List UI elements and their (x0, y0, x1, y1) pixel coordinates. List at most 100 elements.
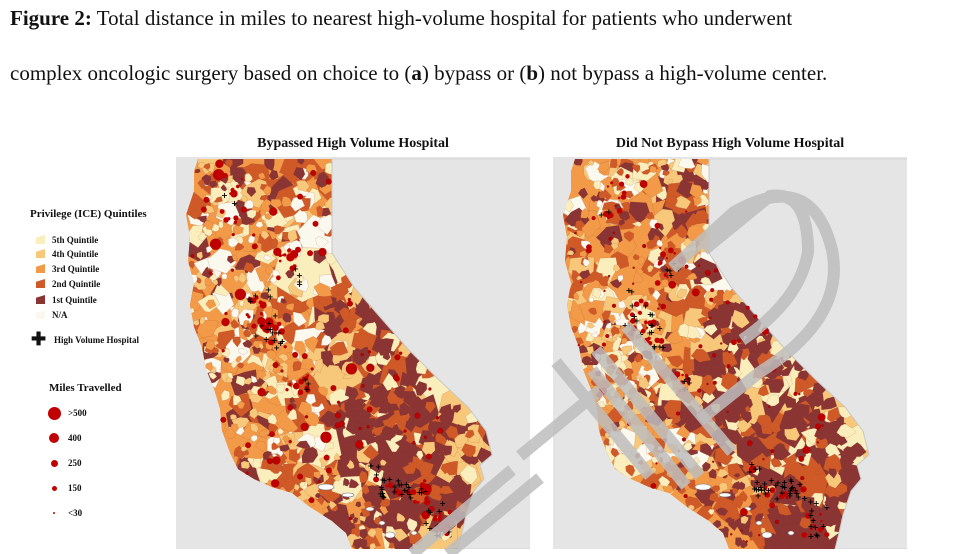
zip-region (205, 299, 217, 310)
zip-region (327, 404, 341, 414)
distance-marker (230, 268, 235, 272)
distance-marker (812, 524, 816, 528)
distance-marker (606, 185, 610, 188)
zip-region (657, 445, 663, 452)
distance-marker (788, 355, 792, 358)
zip-region (231, 254, 239, 262)
zip-region (610, 242, 619, 251)
distance-marker (614, 204, 617, 208)
zip-region (235, 426, 245, 436)
zip-region (231, 308, 240, 318)
distance-marker (620, 194, 627, 200)
zip-region (282, 312, 292, 323)
zip-region (573, 292, 579, 301)
zip-region (394, 454, 409, 469)
hospital-plus-icon: + (810, 516, 817, 525)
zip-region (835, 436, 848, 446)
distance-marker (654, 280, 661, 286)
zip-region (715, 507, 729, 516)
distance-marker (361, 384, 365, 388)
distance-marker (619, 181, 625, 187)
zip-region (578, 269, 591, 280)
distance-marker (274, 331, 277, 335)
distance-marker (662, 438, 668, 443)
distance-marker (610, 181, 614, 185)
hospital-plus-icon: + (808, 522, 815, 531)
hospital-plus-icon: + (808, 506, 815, 515)
distance-marker (290, 250, 299, 259)
distance-marker (288, 439, 292, 444)
distance-marker (254, 295, 259, 300)
zip-region (375, 338, 395, 356)
zip-region (406, 441, 417, 454)
zip-region (329, 341, 349, 356)
zip-region (313, 471, 322, 479)
distance-marker (728, 350, 731, 354)
zip-region (590, 194, 598, 203)
hospital-plus-icon: + (628, 288, 635, 297)
legend-swatch (36, 264, 45, 273)
distance-marker (801, 532, 808, 538)
zip-region (263, 185, 272, 196)
distance-marker (681, 437, 687, 442)
zip-region (277, 427, 285, 435)
hospital-plus-icon: + (392, 482, 399, 491)
distance-marker (709, 316, 712, 320)
zip-region (573, 159, 583, 166)
zip-region (399, 402, 410, 416)
distance-marker (824, 532, 830, 538)
distance-marker (272, 324, 279, 331)
hospital-plus-icon: + (380, 493, 387, 502)
zip-region (348, 478, 360, 489)
distance-marker (416, 501, 420, 504)
distance-marker (269, 431, 275, 438)
zip-region (224, 159, 233, 168)
zip-region (848, 442, 867, 457)
zip-region (267, 413, 278, 425)
zip-region (747, 530, 753, 538)
distance-marker (423, 479, 427, 483)
distance-marker (209, 238, 222, 250)
hospital-plus-icon: + (398, 490, 405, 499)
zip-region (235, 355, 242, 364)
distance-marker (287, 404, 294, 411)
distance-marker (638, 310, 642, 315)
distance-marker (810, 527, 813, 531)
distance-marker (812, 518, 815, 521)
legend-label: <30 (68, 508, 83, 518)
hospital-plus-icon: + (263, 335, 270, 344)
zip-region (731, 488, 739, 494)
hospital-plus-icon: + (403, 480, 410, 489)
distance-marker (698, 344, 703, 349)
distance-marker (278, 328, 285, 335)
hospital-plus-icon: + (258, 322, 265, 331)
distance-marker (769, 502, 775, 509)
distance-marker (650, 483, 657, 489)
hospital-plus-icon: + (772, 481, 779, 490)
distance-marker (428, 387, 432, 391)
zip-region (824, 495, 840, 510)
hospital-plus-icon: + (762, 490, 769, 499)
distance-marker (769, 487, 776, 493)
zip-region (738, 481, 746, 490)
zip-region (276, 333, 284, 342)
zip-region (366, 528, 377, 538)
distance-marker (231, 232, 235, 237)
zip-region (740, 515, 749, 525)
zip-region (359, 528, 369, 540)
legend-item-quintile-3: 3rd Quintile (36, 263, 99, 275)
hospital-plus-icon: + (434, 531, 441, 540)
hospital-plus-icon: + (377, 490, 384, 499)
zip-region (763, 544, 770, 549)
distance-marker (675, 411, 681, 416)
distance-marker (809, 533, 812, 536)
zip-region (815, 435, 829, 451)
distance-marker (259, 312, 264, 316)
zip-region (592, 287, 602, 299)
zip-region (243, 329, 252, 338)
figure-caption-line-1: Figure 2: Total distance in miles to nea… (10, 6, 792, 31)
zip-region (273, 225, 285, 235)
distance-marker (366, 425, 370, 429)
distance-marker (245, 471, 249, 475)
distance-marker (360, 352, 364, 357)
